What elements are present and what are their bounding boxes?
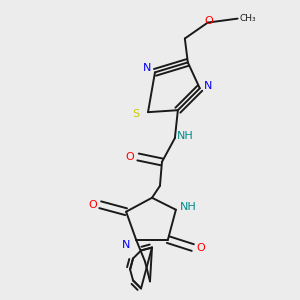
Text: O: O — [204, 16, 213, 26]
Text: O: O — [88, 200, 97, 210]
Text: NH: NH — [176, 131, 193, 141]
Text: N: N — [122, 240, 130, 250]
Text: N: N — [143, 63, 151, 74]
Text: S: S — [133, 109, 140, 119]
Text: O: O — [126, 152, 134, 162]
Text: O: O — [196, 242, 205, 253]
Text: N: N — [203, 81, 212, 91]
Text: CH₃: CH₃ — [239, 14, 256, 23]
Text: NH: NH — [179, 202, 196, 212]
